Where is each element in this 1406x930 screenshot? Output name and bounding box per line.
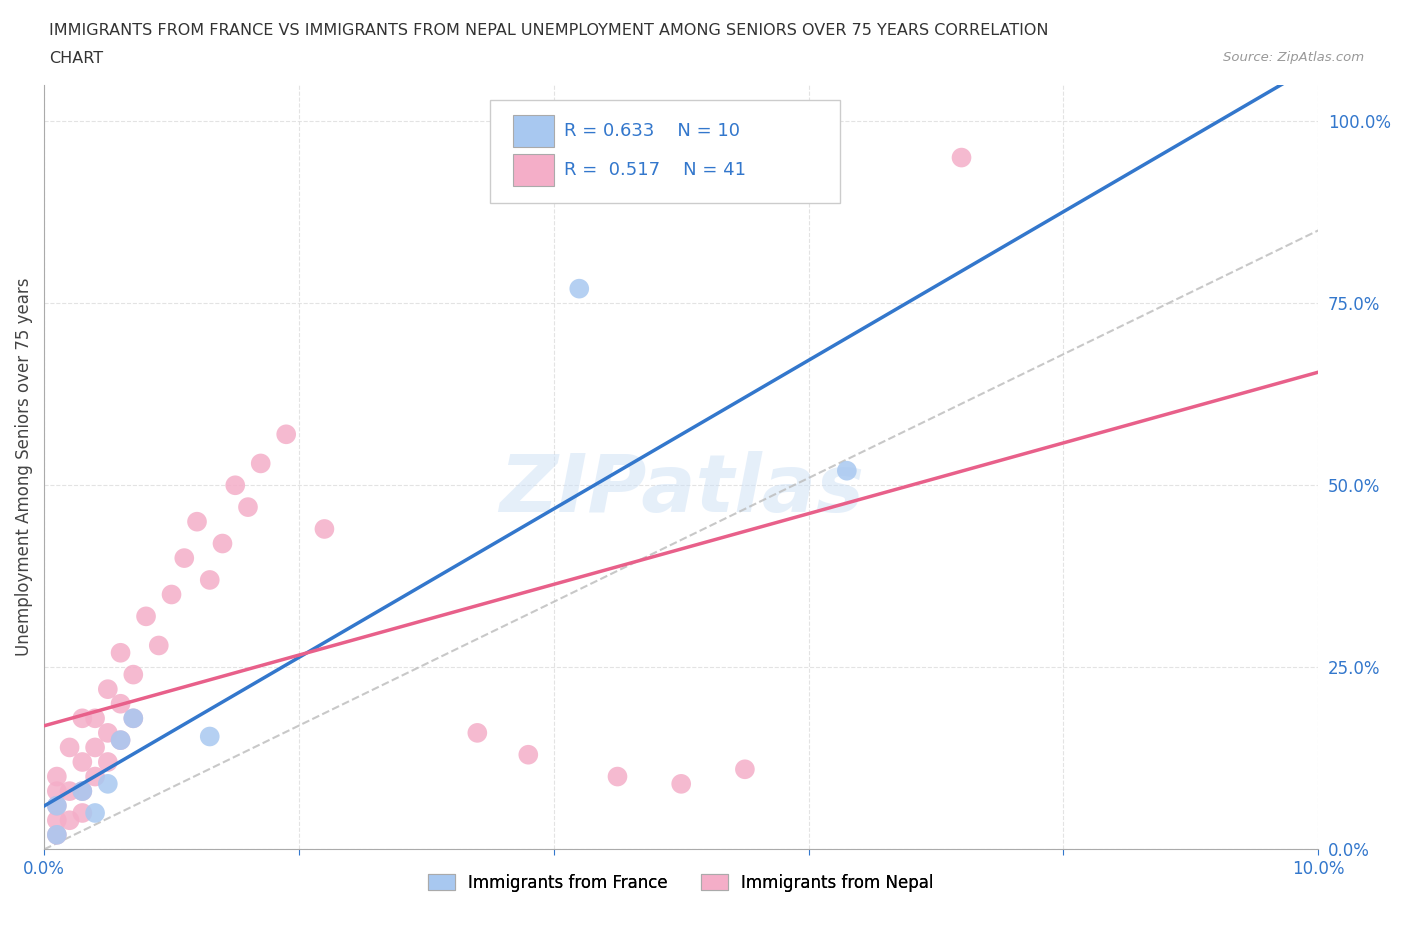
Point	[122, 711, 145, 725]
Legend: Immigrants from France, Immigrants from Nepal: Immigrants from France, Immigrants from …	[422, 867, 941, 898]
Point	[45, 798, 67, 813]
Point	[97, 725, 120, 740]
Point	[110, 733, 132, 748]
Point	[734, 762, 756, 777]
Point	[186, 514, 208, 529]
Point	[568, 281, 591, 296]
Point	[517, 748, 540, 763]
Point	[97, 754, 120, 769]
Point	[122, 667, 145, 682]
Point	[58, 784, 80, 799]
Point	[97, 777, 120, 791]
Text: R = 0.633    N = 10: R = 0.633 N = 10	[564, 123, 740, 140]
FancyBboxPatch shape	[513, 115, 554, 148]
Point	[72, 711, 94, 725]
Point	[110, 697, 132, 711]
Point	[84, 740, 107, 755]
Point	[236, 499, 259, 514]
FancyBboxPatch shape	[513, 153, 554, 186]
Point	[72, 784, 94, 799]
Point	[122, 711, 145, 725]
Point	[224, 478, 246, 493]
Point	[173, 551, 195, 565]
Point	[669, 777, 692, 791]
Text: R =  0.517    N = 41: R = 0.517 N = 41	[564, 161, 747, 179]
Point	[84, 805, 107, 820]
Point	[45, 828, 67, 843]
Point	[211, 536, 233, 551]
Point	[148, 638, 170, 653]
Point	[135, 609, 157, 624]
Text: Source: ZipAtlas.com: Source: ZipAtlas.com	[1223, 51, 1364, 64]
Text: CHART: CHART	[49, 51, 103, 66]
Point	[198, 729, 221, 744]
Point	[110, 733, 132, 748]
Text: IMMIGRANTS FROM FRANCE VS IMMIGRANTS FROM NEPAL UNEMPLOYMENT AMONG SENIORS OVER : IMMIGRANTS FROM FRANCE VS IMMIGRANTS FRO…	[49, 23, 1049, 38]
Point	[45, 798, 67, 813]
Point	[198, 573, 221, 588]
Point	[72, 754, 94, 769]
Point	[72, 805, 94, 820]
Point	[465, 725, 488, 740]
Point	[45, 784, 67, 799]
Point	[276, 427, 298, 442]
Point	[606, 769, 628, 784]
Point	[97, 682, 120, 697]
Point	[72, 784, 94, 799]
Point	[58, 813, 80, 828]
Point	[249, 456, 271, 471]
Point	[45, 769, 67, 784]
Point	[835, 463, 858, 478]
Text: ZIPatlas: ZIPatlas	[499, 451, 863, 529]
Y-axis label: Unemployment Among Seniors over 75 years: Unemployment Among Seniors over 75 years	[15, 278, 32, 657]
Point	[45, 828, 67, 843]
FancyBboxPatch shape	[491, 100, 841, 204]
Point	[58, 740, 80, 755]
Point	[45, 813, 67, 828]
Point	[160, 587, 183, 602]
Point	[314, 522, 336, 537]
Point	[84, 769, 107, 784]
Point	[84, 711, 107, 725]
Point	[950, 150, 973, 165]
Point	[110, 645, 132, 660]
